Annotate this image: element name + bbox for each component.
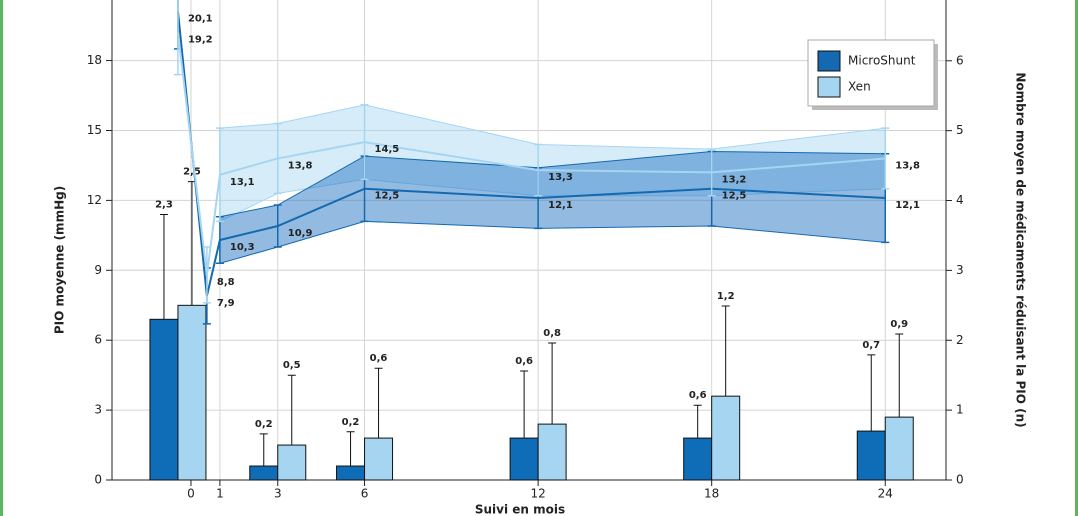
bar: [177, 304, 207, 481]
line-label: 14,5: [375, 144, 400, 155]
y2-tick-label: 2: [956, 333, 964, 347]
y-tick-label: 9: [94, 263, 102, 277]
error-bar: [520, 370, 529, 439]
error-bar: [259, 433, 268, 467]
error-bar: [895, 333, 904, 418]
line-error-bar: [173, 0, 182, 76]
y-tick-label: 3: [94, 403, 102, 417]
line-label: 13,2: [722, 174, 747, 185]
line-error-bar: [707, 148, 716, 197]
y2-tick-label: 4: [956, 193, 964, 207]
line-error-bar: [273, 122, 282, 195]
line-error-bar: [202, 246, 211, 304]
bar: [537, 423, 567, 481]
line-label: 10,3: [230, 242, 255, 253]
bar-label: 2,5: [183, 167, 201, 178]
line-label: 13,1: [230, 177, 255, 188]
error-bar: [374, 367, 383, 439]
bar-label: 0,7: [862, 340, 880, 351]
y2-tick-label: 5: [956, 123, 964, 137]
bar-label: 1,2: [717, 291, 735, 302]
error-bar: [346, 431, 355, 467]
x-tick-label: 18: [704, 487, 719, 501]
x-axis-title: Suivi en mois: [475, 503, 565, 516]
x-tick-label: 0: [187, 487, 195, 501]
line-label: 12,5: [375, 191, 400, 202]
line-label: 13,8: [288, 160, 313, 171]
bar: [509, 437, 539, 481]
error-bar: [721, 305, 730, 397]
error-bar: [159, 213, 168, 320]
bar-label: 2,3: [155, 199, 173, 210]
bar-label: 0,5: [283, 360, 301, 371]
bar-label: 0,2: [342, 417, 360, 428]
y-tick-label: 6: [94, 333, 102, 347]
x-tick-label: 1: [216, 487, 224, 501]
x-tick-label: 3: [274, 487, 282, 501]
error-bar: [548, 342, 557, 425]
line-label: 12,1: [895, 200, 920, 211]
y2-tick-label: 3: [956, 263, 964, 277]
line-label: 13,8: [895, 160, 920, 171]
line-label: 20,1: [188, 14, 213, 25]
legend-swatch: [817, 76, 841, 98]
bar-label: 0,8: [543, 328, 561, 339]
bar: [884, 416, 914, 481]
error-bar: [867, 354, 876, 432]
bar-label: 0,9: [890, 319, 908, 330]
legend-label: MicroShunt: [848, 54, 916, 68]
line-error-bar: [881, 127, 890, 190]
bar-label: 0,6: [370, 353, 388, 364]
y2-axis-title: Nombre moyen de médicaments réduisant la…: [1014, 72, 1028, 427]
line-label: 7,9: [217, 298, 235, 309]
y2-tick-label: 0: [956, 473, 964, 487]
line: [176, 11, 886, 297]
line-label: 12,1: [548, 200, 573, 211]
x-tick-label: 24: [878, 487, 893, 501]
line-error-bar: [534, 143, 543, 197]
bar: [277, 444, 307, 481]
y-tick-label: 12: [87, 193, 102, 207]
bar: [856, 430, 886, 481]
bar: [711, 395, 741, 481]
line-label: 8,8: [217, 277, 235, 288]
y2-tick-label: 6: [956, 53, 964, 67]
line-label: 10,9: [288, 228, 313, 239]
line-error-bar: [273, 204, 282, 248]
bar-label: 0,6: [689, 390, 707, 401]
error-bar: [287, 374, 296, 446]
bar: [149, 318, 179, 481]
x-tick-label: 12: [530, 487, 545, 501]
legend-swatch: [817, 50, 841, 72]
bar-label: 0,6: [515, 356, 533, 367]
y-tick-label: 15: [87, 123, 102, 137]
bar: [683, 437, 713, 481]
line-error-bar: [360, 104, 369, 181]
line-label: 19,2: [188, 35, 213, 46]
x-tick-label: 6: [361, 487, 369, 501]
line-error-bar: [215, 127, 224, 223]
y-tick-label: 0: [94, 473, 102, 487]
bar: [336, 465, 366, 481]
y2-tick-label: 1: [956, 403, 964, 417]
y-tick-label: 18: [87, 53, 102, 67]
y-axis-title: PIO moyenne (mmHg): [53, 186, 67, 334]
line-label: 13,3: [548, 172, 573, 183]
bar-label: 0,2: [255, 419, 273, 430]
bar: [249, 465, 279, 481]
line-label: 12,5: [722, 191, 747, 202]
legend-label: Xen: [848, 80, 871, 94]
line: [176, 32, 886, 276]
bar: [364, 437, 394, 481]
error-bar: [693, 404, 702, 439]
